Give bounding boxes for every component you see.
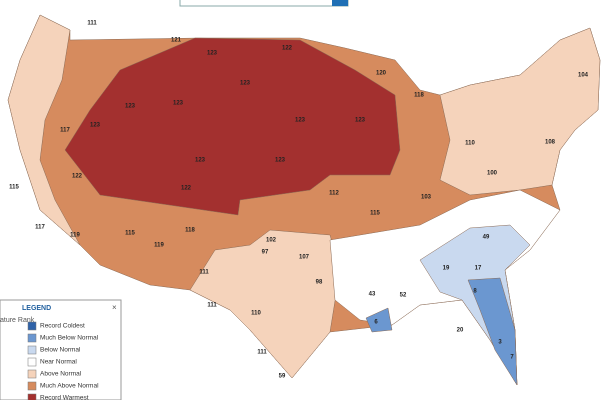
region-rank-label: 117 [35, 225, 45, 231]
region-much-below [365, 277, 518, 386]
region-rank-label: 103 [421, 195, 432, 201]
search-button[interactable] [332, 0, 348, 6]
us-map [7, 14, 601, 386]
region-rank-label: 123 [275, 158, 286, 164]
region-rank-label: 20 [457, 328, 464, 334]
legend-swatch [27, 345, 37, 355]
region-rank-label: 7 [510, 355, 514, 361]
region-rank-label: 107 [299, 255, 310, 261]
region-rank-label: 111 [199, 270, 209, 276]
region-rank-label: 123 [125, 104, 136, 110]
region-rank-label: 49 [483, 235, 490, 241]
region-rank-label: 111 [257, 350, 267, 356]
region-rank-label: 123 [207, 51, 218, 57]
region-rank-label: 111 [207, 303, 217, 309]
region-rank-label: 121 [171, 38, 182, 44]
region-above-northeast [439, 27, 601, 196]
region-rank-label: 122 [282, 46, 293, 52]
region-rank-label: 104 [578, 73, 589, 79]
legend-swatch [27, 333, 37, 343]
legend-label: Much Below Normal [40, 335, 99, 342]
region-rank-label: 8 [473, 289, 477, 295]
legend-close[interactable]: × [112, 303, 117, 312]
region-rank-label: 123 [195, 158, 206, 164]
side-label: ature Rank [0, 317, 35, 324]
map-labels: 111 121 123 123 123 123 123 123 123 123 123 120 118 1… [9, 21, 589, 380]
legend-label: Below Normal [40, 347, 81, 354]
region-rank-label: 110 [465, 141, 475, 147]
region-above-west [7, 14, 81, 246]
legend-swatch [27, 381, 37, 391]
region-rank-label: 123 [355, 118, 366, 124]
search-box[interactable] [179, 0, 349, 7]
legend-swatch [27, 369, 37, 379]
region-rank-label: 120 [376, 71, 387, 77]
legend-label: Near Normal [40, 359, 77, 366]
legend-box [0, 299, 122, 400]
region-rank-label: 3 [498, 340, 502, 346]
region-rank-label: 118 [414, 93, 424, 99]
region-rank-label: 119 [154, 243, 164, 249]
region-rank-label: 111 [87, 21, 97, 27]
legend-label: Record Warmest [40, 395, 89, 400]
region-rank-label: 59 [279, 374, 286, 380]
legend-label: Record Coldest [40, 323, 85, 330]
region-rank-label: 123 [240, 81, 251, 87]
region-rank-label: 17 [475, 266, 482, 272]
legend-label: Above Normal [40, 371, 82, 378]
region-rank-label: 110 [251, 311, 261, 317]
region-rank-label: 43 [369, 292, 376, 298]
region-rank-label: 122 [72, 174, 83, 180]
region-record-warmest [64, 37, 401, 216]
legend-label: Much Above Normal [40, 383, 99, 390]
region-rank-label: 19 [443, 266, 450, 272]
legend-swatch [27, 357, 37, 367]
legend-title: LEGEND [22, 305, 51, 312]
region-rank-label: 115 [370, 211, 380, 217]
legend-swatch [27, 393, 37, 400]
region-rank-label: 52 [400, 293, 407, 299]
region-rank-label: 100 [487, 171, 498, 177]
region-rank-label: 123 [90, 123, 101, 129]
region-rank-label: 97 [262, 250, 269, 256]
legend-panel: LEGEND × ature Rank Record Coldest Much B… [0, 299, 122, 400]
region-rank-label: 118 [185, 228, 195, 234]
region-rank-label: 98 [316, 280, 323, 286]
region-rank-label: 115 [125, 231, 135, 237]
region-rank-label: 123 [295, 118, 306, 124]
region-rank-label: 102 [266, 238, 277, 244]
region-rank-label: 6 [374, 320, 378, 326]
legend-items: Record Coldest Much Below Normal Below Nor… [27, 321, 99, 400]
region-rank-label: 119 [70, 233, 80, 239]
region-rank-label: 123 [173, 101, 184, 107]
legend-swatch [27, 321, 37, 331]
region-rank-label: 122 [181, 186, 192, 192]
region-rank-label: 117 [60, 128, 70, 134]
region-rank-label: 115 [9, 185, 19, 191]
region-rank-label: 108 [545, 140, 556, 146]
region-rank-label: 112 [329, 191, 339, 197]
